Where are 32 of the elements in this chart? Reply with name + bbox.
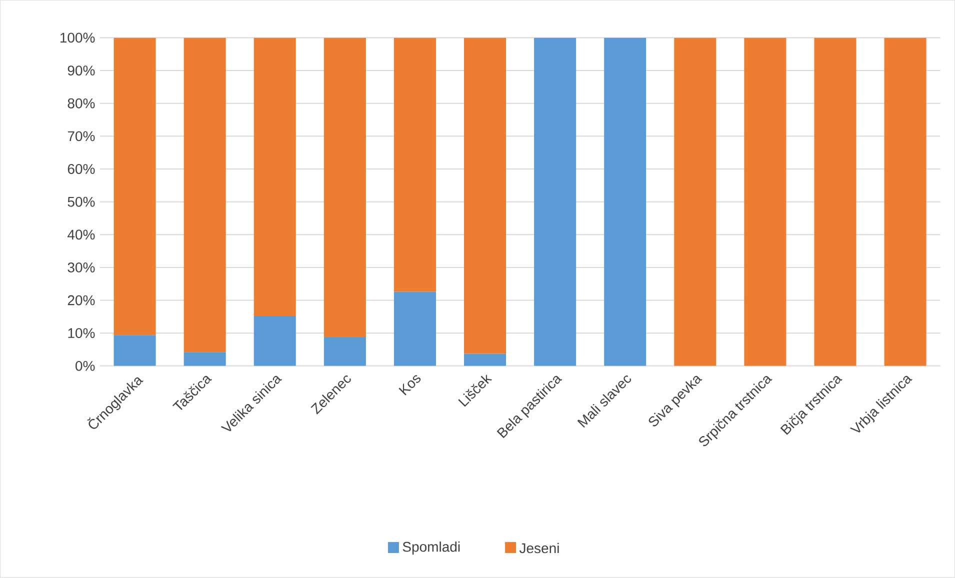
bar (114, 38, 156, 336)
bar (674, 38, 716, 366)
y-tick-label: 70% (68, 131, 95, 142)
bar (464, 38, 506, 354)
y-tick-label: 10% (68, 328, 95, 338)
legend-label: Jeseni (519, 543, 559, 554)
bar (604, 38, 646, 366)
bar (814, 38, 856, 366)
bar (184, 352, 226, 366)
y-tick-label: 0% (76, 361, 95, 372)
legend-label: Spomladi (402, 542, 460, 555)
y-tick-label: 60% (68, 164, 95, 174)
y-tick-label: 40% (68, 230, 95, 240)
y-tick-label: 30% (68, 262, 95, 273)
bar (184, 38, 226, 352)
y-tick-label: 50% (68, 196, 95, 207)
bar (534, 38, 576, 366)
bar (464, 354, 506, 366)
bar (394, 38, 436, 292)
y-tick-label: 20% (68, 295, 95, 306)
bar (394, 292, 436, 366)
y-tick-label: 90% (68, 66, 95, 76)
y-tick-label: 100% (60, 32, 95, 43)
bar (254, 316, 296, 366)
bar (254, 38, 296, 316)
bar (324, 337, 366, 366)
bar (884, 38, 926, 366)
bar (324, 38, 366, 338)
x-tick-label: Kos (398, 375, 421, 396)
y-tick-label: 80% (68, 98, 95, 108)
bar (114, 335, 156, 366)
bar (744, 38, 786, 366)
